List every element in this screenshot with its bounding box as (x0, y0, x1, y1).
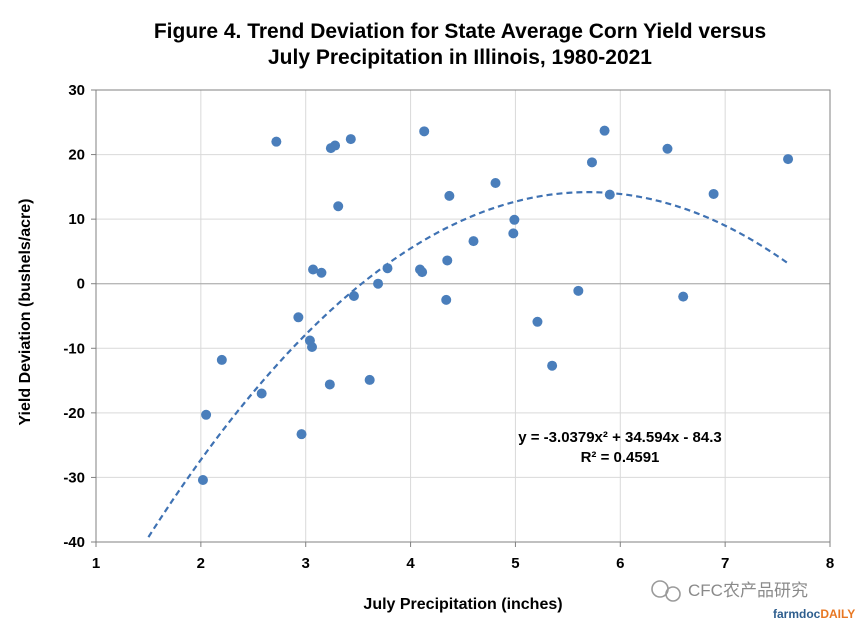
data-point (444, 190, 455, 201)
y-tick-label: 30 (68, 82, 85, 99)
data-point (419, 126, 430, 137)
data-point (296, 429, 307, 440)
x-tick-label: 6 (616, 555, 624, 572)
y-tick-label: 20 (68, 147, 85, 164)
data-point (333, 201, 344, 212)
x-tick-label: 4 (406, 555, 415, 572)
y-tick-label: -10 (63, 340, 85, 357)
farmdoc-daily-logo: farmdocDAILY (773, 607, 855, 621)
x-tick-label: 8 (826, 555, 834, 572)
data-point (547, 360, 558, 371)
y-tick-label: 10 (68, 211, 85, 228)
data-point (330, 140, 341, 151)
y-tick-label: -40 (63, 534, 85, 551)
data-point (345, 134, 356, 145)
trendline (147, 191, 789, 538)
data-points (197, 125, 794, 486)
data-point (708, 188, 719, 199)
data-point (599, 125, 610, 136)
y-axis-ticks: -40 -30 -20 -10 0 10 20 30 (63, 82, 96, 551)
data-point (604, 189, 615, 200)
data-point (373, 278, 384, 289)
y-axis-title: Yield Deviation (bushels/acre) (17, 198, 34, 425)
y-tick-label: 0 (77, 276, 85, 293)
data-point (382, 263, 393, 274)
x-tick-label: 1 (92, 555, 100, 572)
data-point (417, 267, 428, 278)
data-point (271, 136, 282, 147)
data-point (197, 475, 208, 486)
data-point (324, 379, 335, 390)
data-point (508, 228, 519, 239)
brand-suffix: DAILY (820, 607, 855, 621)
r-squared-label: R² = 0.4591 (581, 449, 660, 466)
data-point (293, 312, 304, 323)
data-point (201, 409, 212, 420)
data-point (586, 157, 597, 168)
data-point (316, 267, 327, 278)
chart-title-line-2: July Precipitation in Illinois, 1980-202… (268, 46, 652, 69)
data-point (216, 354, 227, 365)
gridlines (96, 90, 830, 542)
data-point (308, 264, 319, 275)
x-tick-label: 3 (302, 555, 310, 572)
data-point (783, 154, 794, 165)
x-tick-label: 7 (721, 555, 729, 572)
watermark: CFC农产品研究 farmdocDAILY (651, 580, 855, 621)
data-point (509, 214, 520, 225)
y-tick-label: -20 (63, 405, 85, 422)
data-point (364, 374, 375, 385)
x-axis-ticks: 1 2 3 4 5 6 7 8 (92, 542, 834, 572)
watermark-text: CFC农产品研究 (688, 581, 808, 600)
data-point (468, 236, 479, 247)
brand-name: farmdoc (773, 607, 821, 621)
x-tick-label: 5 (511, 555, 519, 572)
chart-title-line-1: Figure 4. Trend Deviation for State Aver… (154, 20, 766, 43)
x-tick-label: 2 (197, 555, 205, 572)
data-point (532, 316, 543, 327)
data-point (490, 177, 501, 188)
data-point (256, 388, 267, 399)
data-point (307, 341, 318, 352)
plot-area (95, 89, 831, 543)
trendline-equation: y = -3.0379x² + 34.594x - 84.3 (518, 429, 722, 446)
data-point (662, 143, 673, 154)
data-point (348, 290, 359, 301)
x-axis-title: July Precipitation (inches) (363, 596, 562, 613)
data-point (573, 285, 584, 296)
y-tick-label: -30 (63, 469, 85, 486)
data-point (441, 294, 452, 305)
data-point (678, 291, 689, 302)
wechat-icon (651, 580, 681, 602)
data-point (442, 255, 453, 266)
